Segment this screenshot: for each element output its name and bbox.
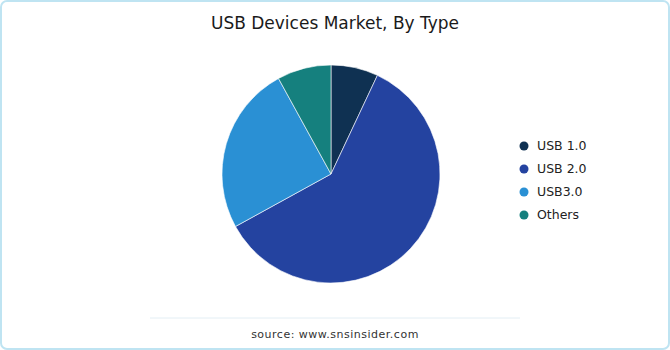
source: source: www.snsinsider.com: [251, 328, 419, 341]
divider: [150, 318, 520, 319]
legend-label: Others: [537, 207, 579, 222]
legend-swatch: [520, 188, 529, 197]
legend-label: USB 1.0: [537, 138, 587, 153]
pie-slice: [278, 65, 331, 174]
pie: [222, 65, 440, 283]
legend-swatch: [520, 211, 529, 220]
title: USB Devices Market, By Type: [211, 13, 459, 33]
legend-label: USB3.0: [537, 184, 583, 199]
frame: [1, 1, 669, 349]
legend-swatch: [520, 165, 529, 174]
legend-swatch: [520, 142, 529, 151]
chart: USB Devices Market, By Type USB 1.0 USB 2.…: [0, 0, 670, 350]
legend-label: USB 2.0: [537, 161, 587, 176]
legend: USB 1.0 USB 2.0 USB3.0 Others: [520, 138, 587, 222]
